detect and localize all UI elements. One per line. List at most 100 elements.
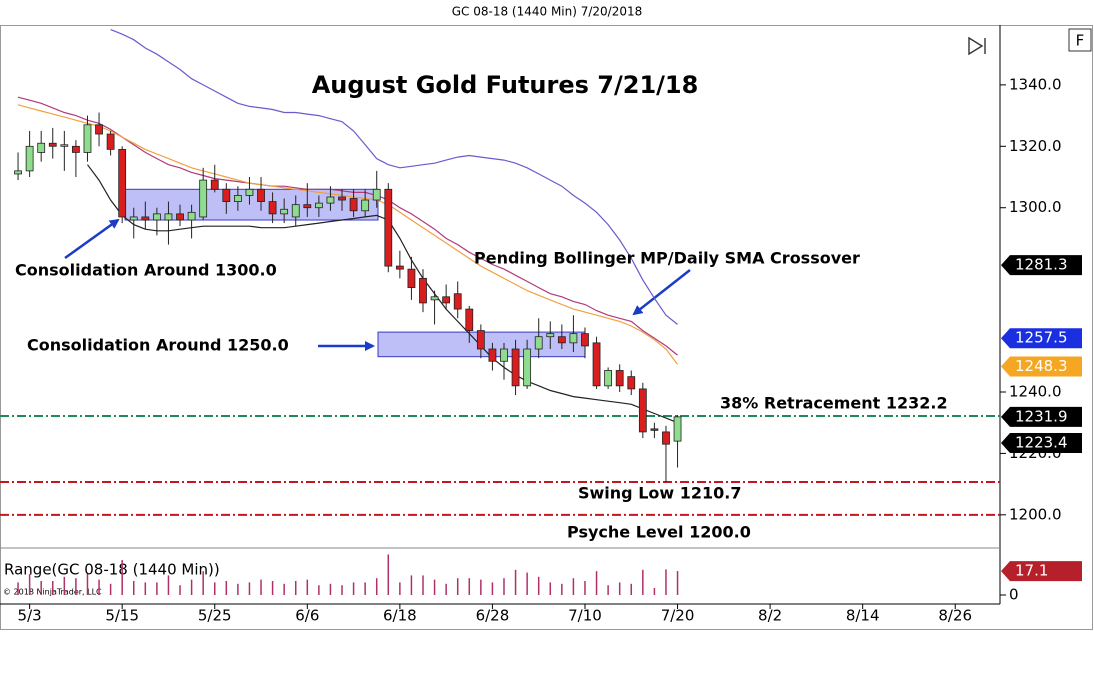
candle-body: [488, 348, 497, 362]
price-marker-label: 1257.5: [1015, 329, 1068, 347]
annotation: Consolidation Around 1300.0: [15, 261, 277, 280]
x-tick-label: 8/14: [846, 607, 880, 625]
x-tick-label: 6/6: [295, 607, 319, 625]
candle-body: [141, 216, 150, 221]
indicator-line: [110, 29, 678, 325]
candle-body: [592, 342, 601, 387]
price-marker: [1001, 328, 1082, 349]
candle-body: [604, 370, 613, 387]
y-tick-label: 1300.0: [1009, 198, 1062, 216]
range-label: Range(GC 08-18 (1440 Min)): [4, 561, 220, 579]
candle-body: [314, 202, 323, 209]
candle-body: [476, 330, 485, 350]
x-tick-label: 5/25: [198, 607, 232, 625]
candle-body: [338, 196, 346, 201]
annotation: Pending Bollinger MP/Daily SMA Crossover: [474, 249, 860, 268]
chart-title: August Gold Futures 7/21/18: [312, 71, 699, 99]
x-tick-label: 6/28: [476, 607, 510, 625]
candle-body: [268, 201, 277, 215]
candle-body: [419, 277, 427, 304]
price-marker: [1001, 255, 1082, 276]
f-button[interactable]: [1068, 28, 1092, 52]
candle-body: [187, 211, 196, 221]
candle-body: [257, 188, 265, 202]
candle-body: [453, 293, 462, 310]
candle-body: [673, 416, 682, 442]
price-marker-label: 1231.9: [1015, 407, 1068, 425]
arrow: [632, 269, 691, 316]
candle-body: [291, 204, 300, 218]
y-tick-label: 1200.0: [1009, 505, 1062, 523]
candle-body: [511, 348, 520, 387]
f-button-label[interactable]: F: [1076, 32, 1085, 50]
candle-body: [500, 348, 508, 362]
candle-body: [106, 133, 115, 150]
y-tick-label: 1340.0: [1009, 75, 1062, 93]
candle-body: [129, 216, 138, 221]
candle-body: [83, 124, 92, 153]
candle-body: [280, 208, 289, 215]
candle-body: [569, 333, 578, 344]
candle-body: [581, 333, 589, 347]
candle-body: [37, 142, 46, 153]
x-tick-label: 8/26: [938, 607, 972, 625]
frame: [0, 25, 1093, 630]
candle-body: [650, 428, 659, 431]
candle-body: [442, 296, 451, 304]
price-marker: [1001, 432, 1082, 453]
candle-body: [176, 213, 184, 221]
candle-body: [210, 179, 219, 190]
candle-body: [638, 388, 647, 433]
range-marker-label: 17.1: [1015, 562, 1048, 580]
candle-body: [14, 170, 22, 175]
scroll-end-icon[interactable]: [968, 36, 986, 56]
candle-body: [384, 188, 393, 267]
candle-body: [430, 296, 439, 301]
price-marker: [1001, 356, 1082, 377]
candle-body: [372, 188, 381, 201]
price-marker-label: 1223.4: [1015, 433, 1068, 451]
indicator-line: [87, 164, 678, 424]
candle-body: [71, 145, 80, 153]
x-tick-label: 7/10: [568, 607, 602, 625]
annotation: Swing Low 1210.7: [578, 484, 741, 503]
candle-body: [118, 148, 127, 218]
candle-body: [407, 268, 416, 288]
x-tick-label: 8/2: [758, 607, 782, 625]
price-marker: [1001, 406, 1082, 427]
range-y-tick-label: 0: [1009, 586, 1019, 604]
candle-body: [361, 199, 370, 212]
arrow: [64, 218, 120, 260]
price-marker-label: 1281.3: [1015, 256, 1068, 274]
x-tick-label: 5/3: [18, 607, 42, 625]
candle-body: [60, 144, 69, 147]
candle-body: [395, 265, 404, 270]
candle-body: [222, 188, 231, 202]
candle-body: [557, 336, 566, 344]
candle-body: [523, 348, 532, 387]
candle-body: [164, 213, 173, 221]
y-tick-label: 1320.0: [1009, 137, 1062, 155]
candle-body: [303, 204, 312, 209]
x-tick-label: 6/18: [383, 607, 417, 625]
candle-body: [546, 333, 555, 338]
y-tick-label: 1240.0: [1009, 382, 1062, 400]
candle-body: [48, 142, 57, 147]
range-marker: [1001, 561, 1082, 582]
candle-body: [199, 179, 208, 218]
candle-body: [95, 124, 103, 135]
candle-body: [25, 145, 34, 172]
candle-body: [233, 195, 242, 202]
candle-body: [615, 370, 624, 387]
candle-body: [245, 188, 254, 196]
indicator-line: [17, 104, 678, 365]
price-marker-label: 1248.3: [1015, 357, 1068, 375]
candle-body: [349, 198, 358, 212]
candle-body: [662, 431, 670, 445]
candle-body: [534, 336, 543, 350]
indicator-line: [17, 96, 678, 356]
x-tick-label: 5/15: [105, 607, 139, 625]
candle-body: [326, 196, 335, 204]
candle-body: [152, 213, 161, 221]
